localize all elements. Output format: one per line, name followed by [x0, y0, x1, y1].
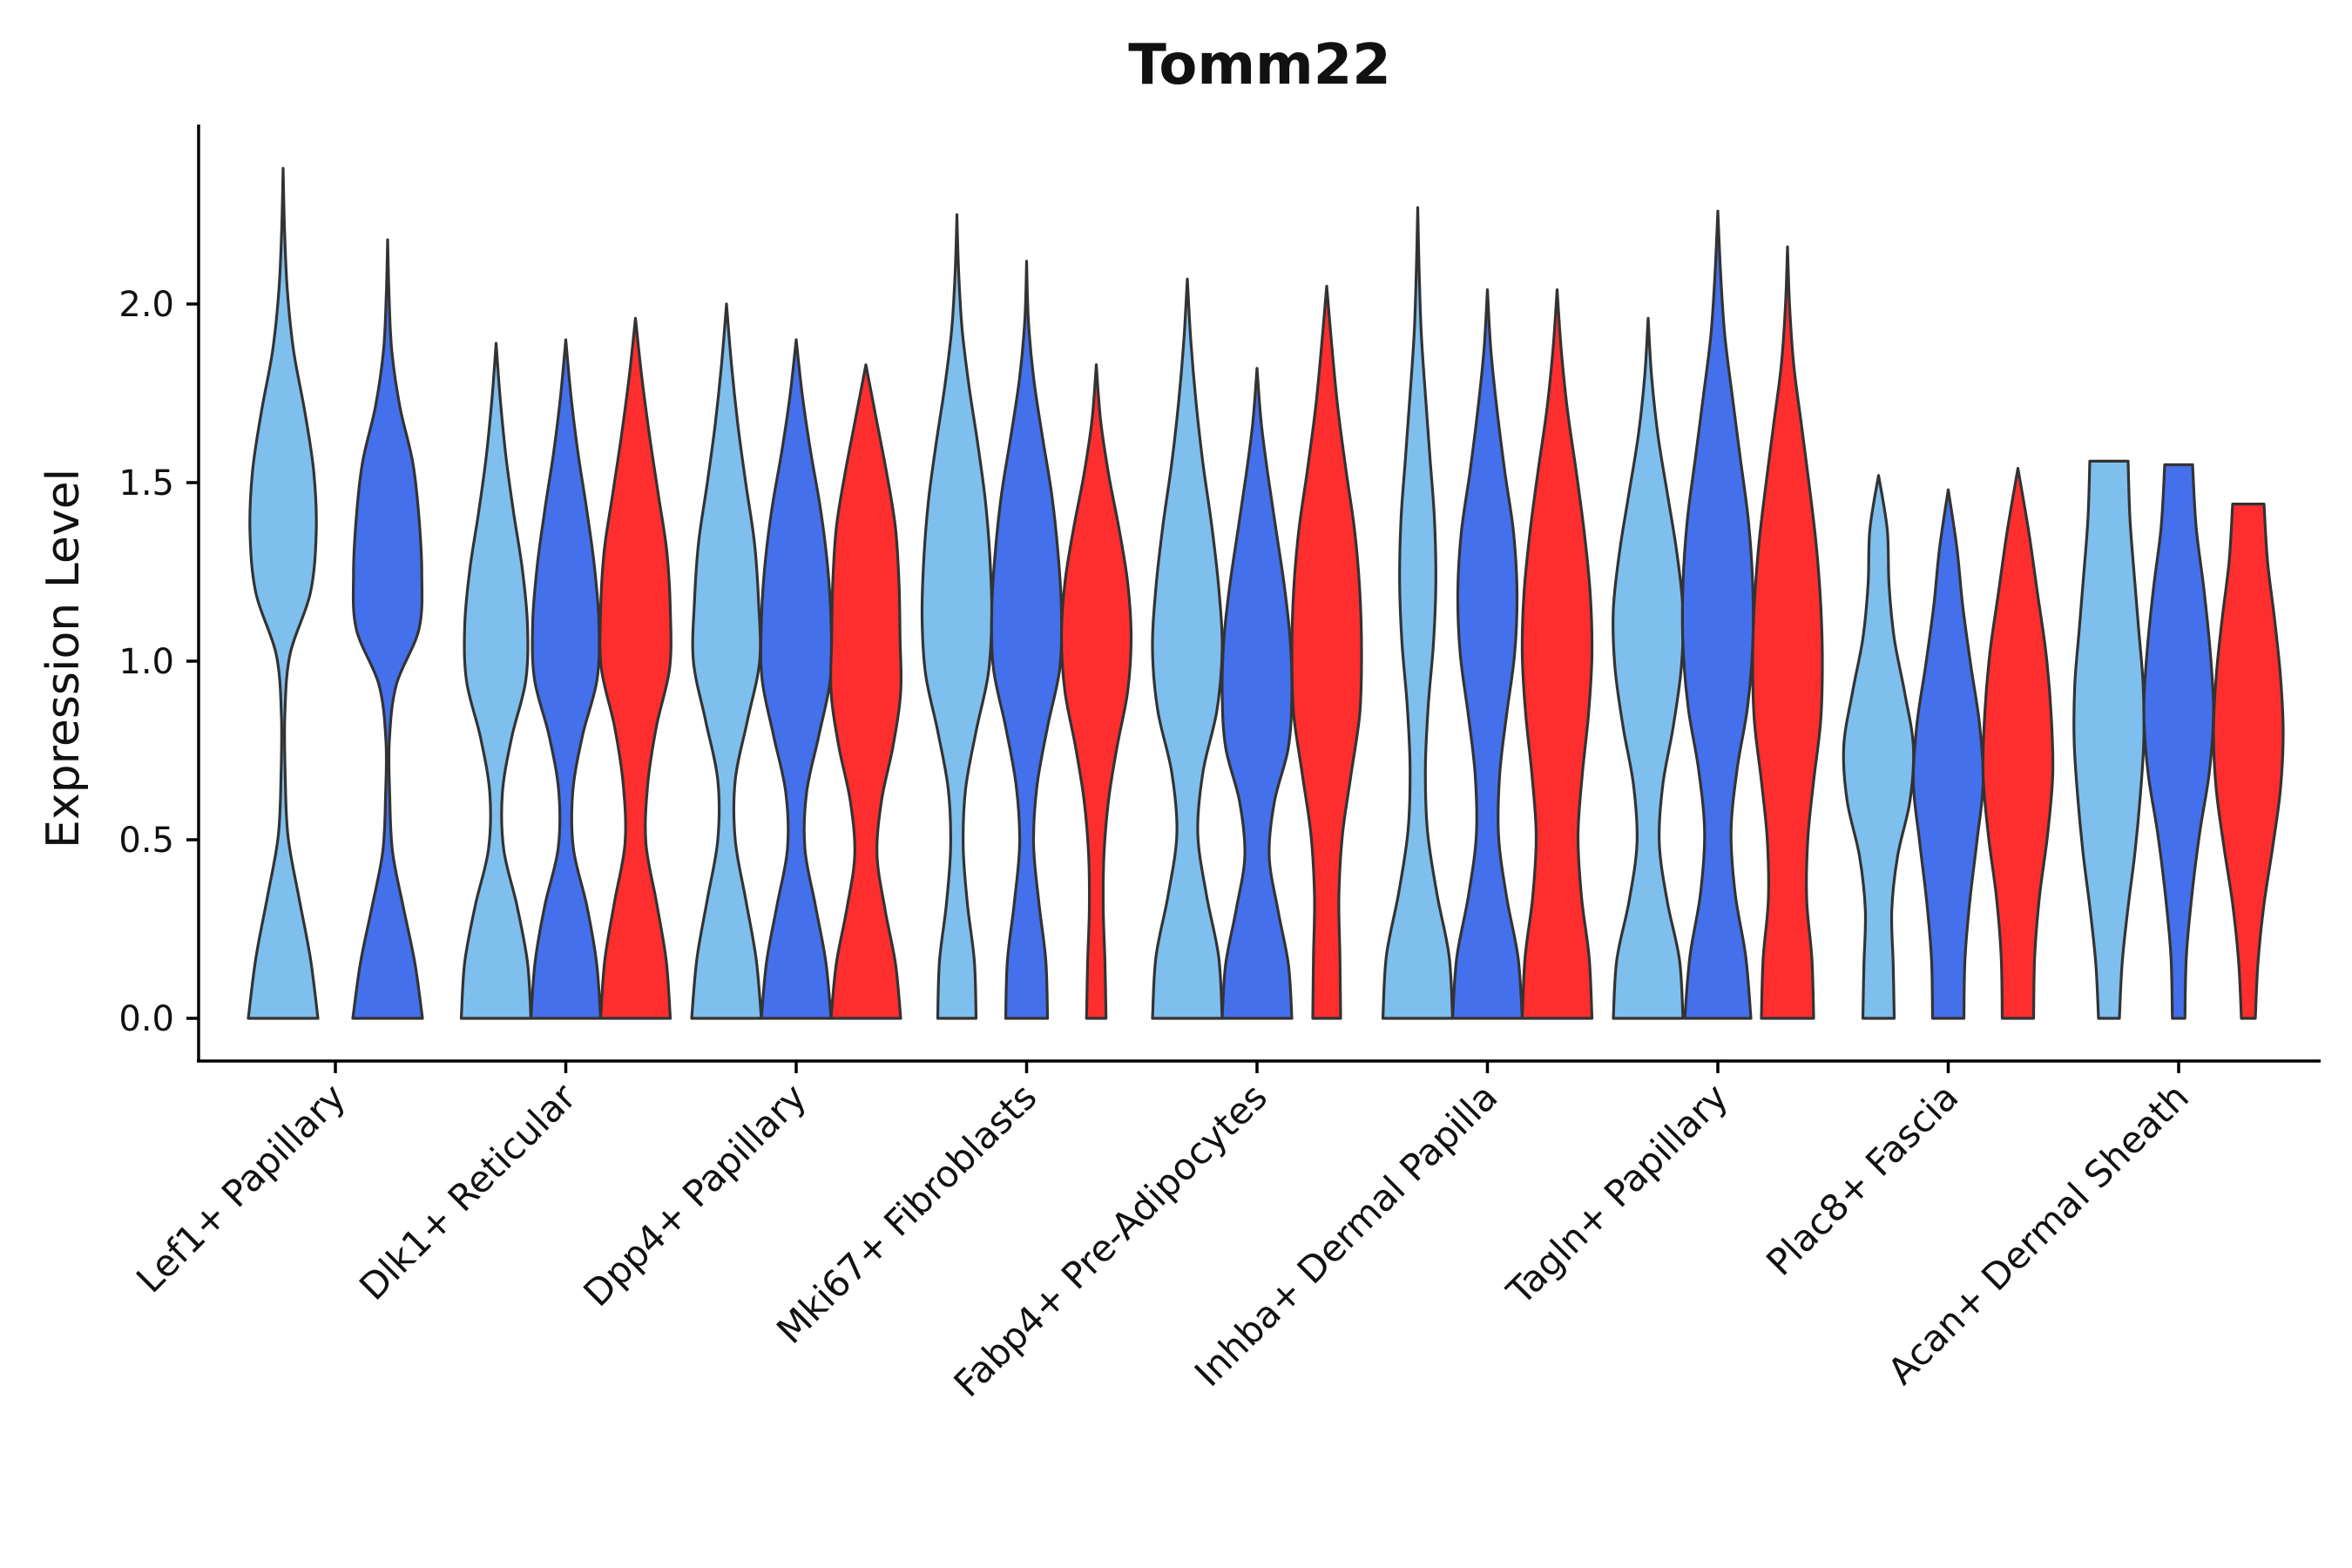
violin-9-3	[2212, 503, 2285, 1020]
violin-5-3	[1290, 284, 1363, 1020]
x-tick-label: Plac8+ Fascia	[1758, 1075, 1966, 1283]
violin-9-2	[2142, 463, 2215, 1020]
x-tick-label: Dlk1+ Reticular	[351, 1075, 585, 1308]
violin-4-3	[1059, 363, 1133, 1020]
violin-6-2	[1450, 288, 1524, 1020]
chart-title: Tomm22	[1128, 33, 1391, 98]
violin-7-3	[1751, 245, 1824, 1020]
violin-4-2	[990, 260, 1064, 1020]
y-tick-label: 0.5	[118, 821, 174, 861]
violin-7-1	[1612, 316, 1685, 1020]
x-tick-label: Tagln+ Papillary	[1498, 1075, 1736, 1313]
violin-8-3	[1981, 467, 2055, 1020]
violin-8-2	[1911, 488, 1985, 1020]
y-tick-label: 0.0	[118, 999, 174, 1039]
x-tick-label: Dpp4+ Papillary	[575, 1075, 814, 1315]
violin-2-2	[529, 338, 603, 1020]
y-tick-label: 1.0	[118, 642, 174, 682]
y-tick-label: 1.5	[118, 463, 174, 504]
violin-6-3	[1520, 288, 1594, 1020]
violin-5-2	[1220, 367, 1294, 1020]
violin-6-1	[1381, 206, 1455, 1020]
violin-3-1	[690, 302, 763, 1020]
violin-3-3	[828, 363, 903, 1020]
violin-3-2	[759, 338, 834, 1020]
violin-1-2	[351, 238, 424, 1020]
y-tick-label: 2.0	[118, 285, 174, 325]
violin-4-1	[920, 213, 994, 1020]
violin-2-3	[598, 316, 672, 1020]
x-tick-label: Mki67+ Fibroblasts	[768, 1075, 1044, 1351]
violin-5-1	[1151, 277, 1224, 1020]
violin-8-1	[1842, 474, 1916, 1020]
x-tick-label: Lef1+ Papillary	[128, 1075, 354, 1301]
violin-2-1	[459, 341, 533, 1020]
violins-layer	[247, 166, 2285, 1020]
violin-9-1	[2072, 459, 2146, 1020]
violin-7-2	[1680, 209, 1755, 1020]
y-axis-ticks: 0.0 0.5 1.0 1.5 2.0	[118, 285, 199, 1039]
violin-1-1	[247, 166, 320, 1020]
y-axis-label: Expression Level	[37, 469, 90, 848]
